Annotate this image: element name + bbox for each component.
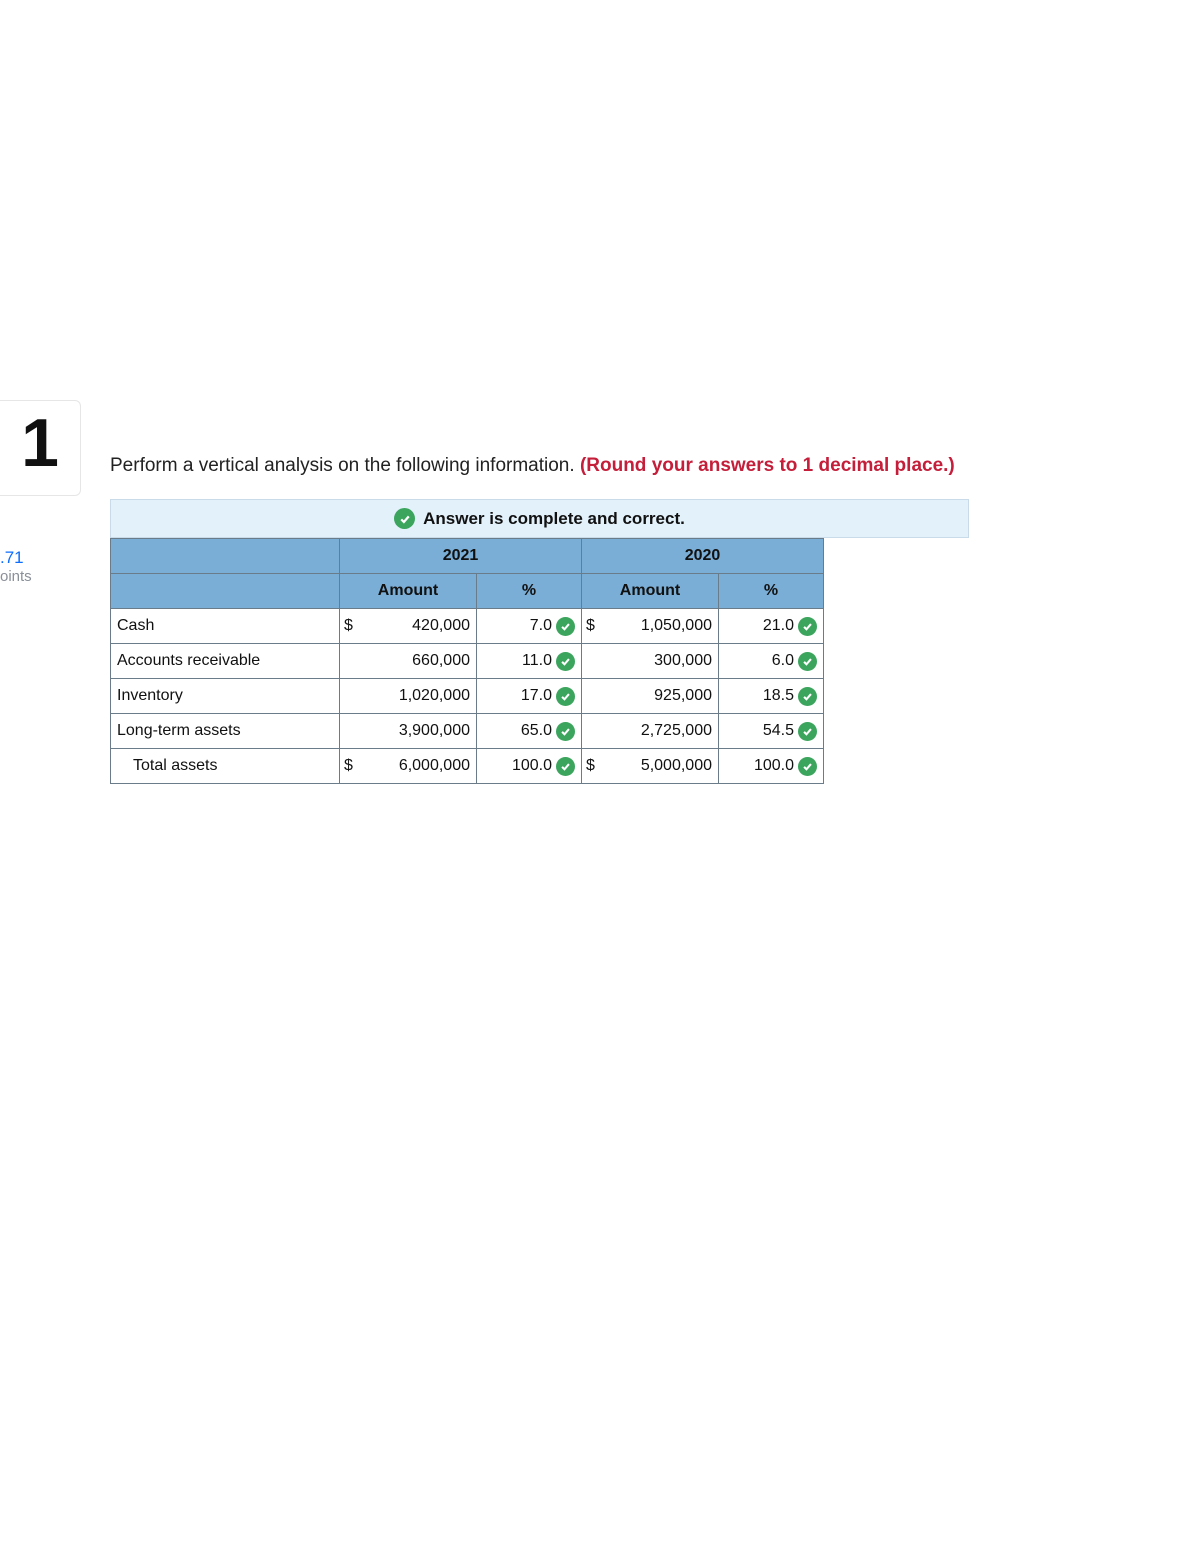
table-corner bbox=[111, 539, 340, 574]
amount-cell: 3,900,000 bbox=[340, 714, 477, 749]
question-score: .71 bbox=[0, 548, 60, 568]
pct-cell: 6.0 bbox=[719, 644, 824, 679]
pct-cell: 21.0 bbox=[719, 609, 824, 644]
pct-cell: 17.0 bbox=[477, 679, 582, 714]
amount-value: 6,000,000 bbox=[399, 757, 470, 774]
amount-cell: $5,000,000 bbox=[582, 749, 719, 784]
pct-cell: 18.5 bbox=[719, 679, 824, 714]
amount-cell: 925,000 bbox=[582, 679, 719, 714]
question-prompt-emph: (Round your answers to 1 decimal place.) bbox=[580, 455, 955, 476]
check-circle-icon bbox=[556, 687, 575, 706]
check-circle-icon bbox=[798, 687, 817, 706]
question-meta: .71 oints bbox=[0, 548, 60, 585]
amount-cell: 1,020,000 bbox=[340, 679, 477, 714]
table-year-2020: 2020 bbox=[582, 539, 824, 574]
question-card: 1 bbox=[0, 400, 81, 496]
row-label: Cash bbox=[111, 609, 340, 644]
pct-value: 21.0 bbox=[763, 617, 794, 635]
currency-symbol: $ bbox=[344, 617, 353, 635]
table-sub-pct-2020: % bbox=[719, 574, 824, 609]
pct-cell: 11.0 bbox=[477, 644, 582, 679]
amount-cell: 2,725,000 bbox=[582, 714, 719, 749]
table-sub-amount-2020: Amount bbox=[582, 574, 719, 609]
page: 1 .71 oints Perform a vertical analysis … bbox=[0, 0, 1200, 1553]
amount-value: 2,725,000 bbox=[641, 722, 712, 739]
table-row: Cash$420,0007.0$1,050,00021.0 bbox=[111, 609, 824, 644]
check-circle-icon bbox=[556, 722, 575, 741]
check-circle-icon bbox=[556, 617, 575, 636]
pct-cell: 65.0 bbox=[477, 714, 582, 749]
check-circle-icon bbox=[556, 652, 575, 671]
table-row: Inventory 1,020,000 17.0 925,000 18.5 bbox=[111, 679, 824, 714]
content: Perform a vertical analysis on the follo… bbox=[110, 455, 1150, 784]
table-row: Long-term assets 3,900,000 65.0 2,725,000 54… bbox=[111, 714, 824, 749]
amount-value: 925,000 bbox=[654, 687, 712, 704]
pct-value: 100.0 bbox=[754, 757, 794, 775]
pct-cell: 100.0 bbox=[477, 749, 582, 784]
amount-value: 3,900,000 bbox=[399, 722, 470, 739]
table-sub-pct-2021: % bbox=[477, 574, 582, 609]
table-year-2021: 2021 bbox=[340, 539, 582, 574]
pct-cell: 100.0 bbox=[719, 749, 824, 784]
pct-value: 7.0 bbox=[530, 617, 552, 635]
amount-value: 420,000 bbox=[412, 617, 470, 634]
amount-value: 1,050,000 bbox=[641, 617, 712, 634]
amount-value: 5,000,000 bbox=[641, 757, 712, 774]
pct-cell: 54.5 bbox=[719, 714, 824, 749]
pct-value: 17.0 bbox=[521, 687, 552, 705]
pct-value: 18.5 bbox=[763, 687, 794, 705]
table-row: Total assets$6,000,000100.0$5,000,000100… bbox=[111, 749, 824, 784]
pct-value: 54.5 bbox=[763, 722, 794, 740]
status-text: Answer is complete and correct. bbox=[423, 509, 685, 529]
pct-value: 6.0 bbox=[772, 652, 794, 670]
vertical-analysis-table: 2021 2020 Amount % Amount % Cash$420,000… bbox=[110, 538, 824, 784]
row-label: Total assets bbox=[111, 749, 340, 784]
currency-symbol: $ bbox=[344, 757, 353, 775]
amount-cell: $1,050,000 bbox=[582, 609, 719, 644]
amount-value: 1,020,000 bbox=[399, 687, 470, 704]
check-circle-icon bbox=[556, 757, 575, 776]
question-prompt-text: Perform a vertical analysis on the follo… bbox=[110, 455, 580, 476]
row-label: Inventory bbox=[111, 679, 340, 714]
amount-cell: 660,000 bbox=[340, 644, 477, 679]
table-row: Accounts receivable 660,000 11.0 300,000 6.0 bbox=[111, 644, 824, 679]
pct-value: 100.0 bbox=[512, 757, 552, 775]
status-banner: Answer is complete and correct. bbox=[110, 499, 969, 538]
pct-value: 11.0 bbox=[522, 652, 552, 670]
question-number: 1 bbox=[0, 409, 80, 477]
check-circle-icon bbox=[798, 617, 817, 636]
amount-cell: 300,000 bbox=[582, 644, 719, 679]
check-circle-icon bbox=[798, 652, 817, 671]
amount-value: 300,000 bbox=[654, 652, 712, 669]
pct-cell: 7.0 bbox=[477, 609, 582, 644]
question-points-label: oints bbox=[0, 568, 60, 585]
pct-value: 65.0 bbox=[521, 722, 552, 740]
row-label: Long-term assets bbox=[111, 714, 340, 749]
amount-cell: $420,000 bbox=[340, 609, 477, 644]
currency-symbol: $ bbox=[586, 617, 595, 635]
row-label: Accounts receivable bbox=[111, 644, 340, 679]
check-circle-icon bbox=[798, 757, 817, 776]
check-circle-icon bbox=[394, 508, 415, 529]
currency-symbol: $ bbox=[586, 757, 595, 775]
amount-value: 660,000 bbox=[412, 652, 470, 669]
amount-cell: $6,000,000 bbox=[340, 749, 477, 784]
table-sub-amount-2021: Amount bbox=[340, 574, 477, 609]
table-sub-empty bbox=[111, 574, 340, 609]
question-prompt: Perform a vertical analysis on the follo… bbox=[110, 455, 1150, 477]
check-circle-icon bbox=[798, 722, 817, 741]
